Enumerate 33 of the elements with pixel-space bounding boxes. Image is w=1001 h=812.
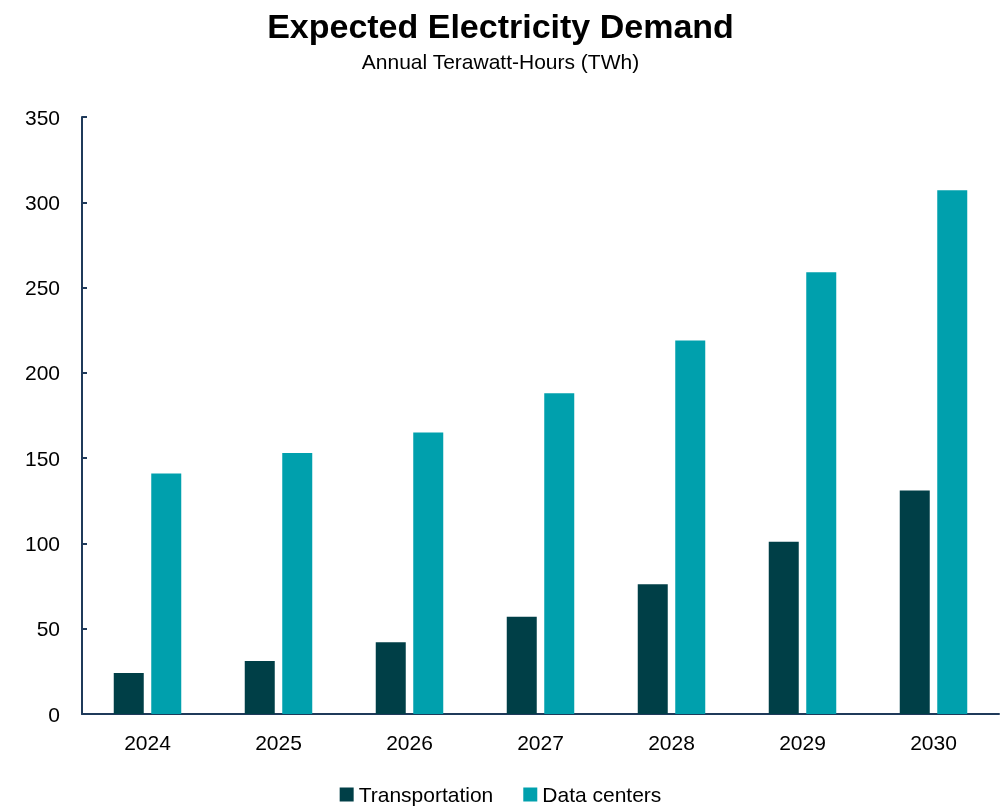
y-tick-label: 250 xyxy=(24,276,60,300)
y-tick-label: 300 xyxy=(24,190,60,214)
y-tick-label: 0 xyxy=(48,702,60,726)
y-tick-label: 350 xyxy=(24,105,60,129)
x-tick-label: 2026 xyxy=(386,731,433,754)
bar xyxy=(768,541,799,714)
chart-subtitle: Annual Terawatt-Hours (TWh) xyxy=(361,50,640,73)
bar xyxy=(282,453,313,714)
y-tick-label: 50 xyxy=(36,617,60,641)
bar xyxy=(899,490,930,714)
bar xyxy=(151,473,182,714)
bar xyxy=(244,661,275,714)
x-tick-label: 2027 xyxy=(517,731,564,754)
bar xyxy=(413,432,444,714)
bar xyxy=(113,673,144,714)
x-tick-label: 2029 xyxy=(779,731,826,754)
x-tick-label: 2025 xyxy=(255,731,302,754)
bar xyxy=(806,272,837,714)
bar xyxy=(506,616,537,714)
bar xyxy=(375,642,406,714)
bar xyxy=(675,340,706,714)
x-tick-label: 2030 xyxy=(910,731,957,754)
y-tick-label: 150 xyxy=(24,446,60,470)
bar xyxy=(544,393,575,714)
bar xyxy=(637,584,668,714)
legend-label: Transportation xyxy=(358,783,494,806)
y-tick-label: 100 xyxy=(24,531,60,555)
bar xyxy=(937,190,968,714)
y-tick-label: 200 xyxy=(24,361,60,385)
x-tick-label: 2024 xyxy=(124,731,172,754)
chart-title: Expected Electricity Demand xyxy=(267,7,734,45)
x-tick-label: 2028 xyxy=(648,731,695,754)
legend-label: Data centers xyxy=(542,783,662,806)
